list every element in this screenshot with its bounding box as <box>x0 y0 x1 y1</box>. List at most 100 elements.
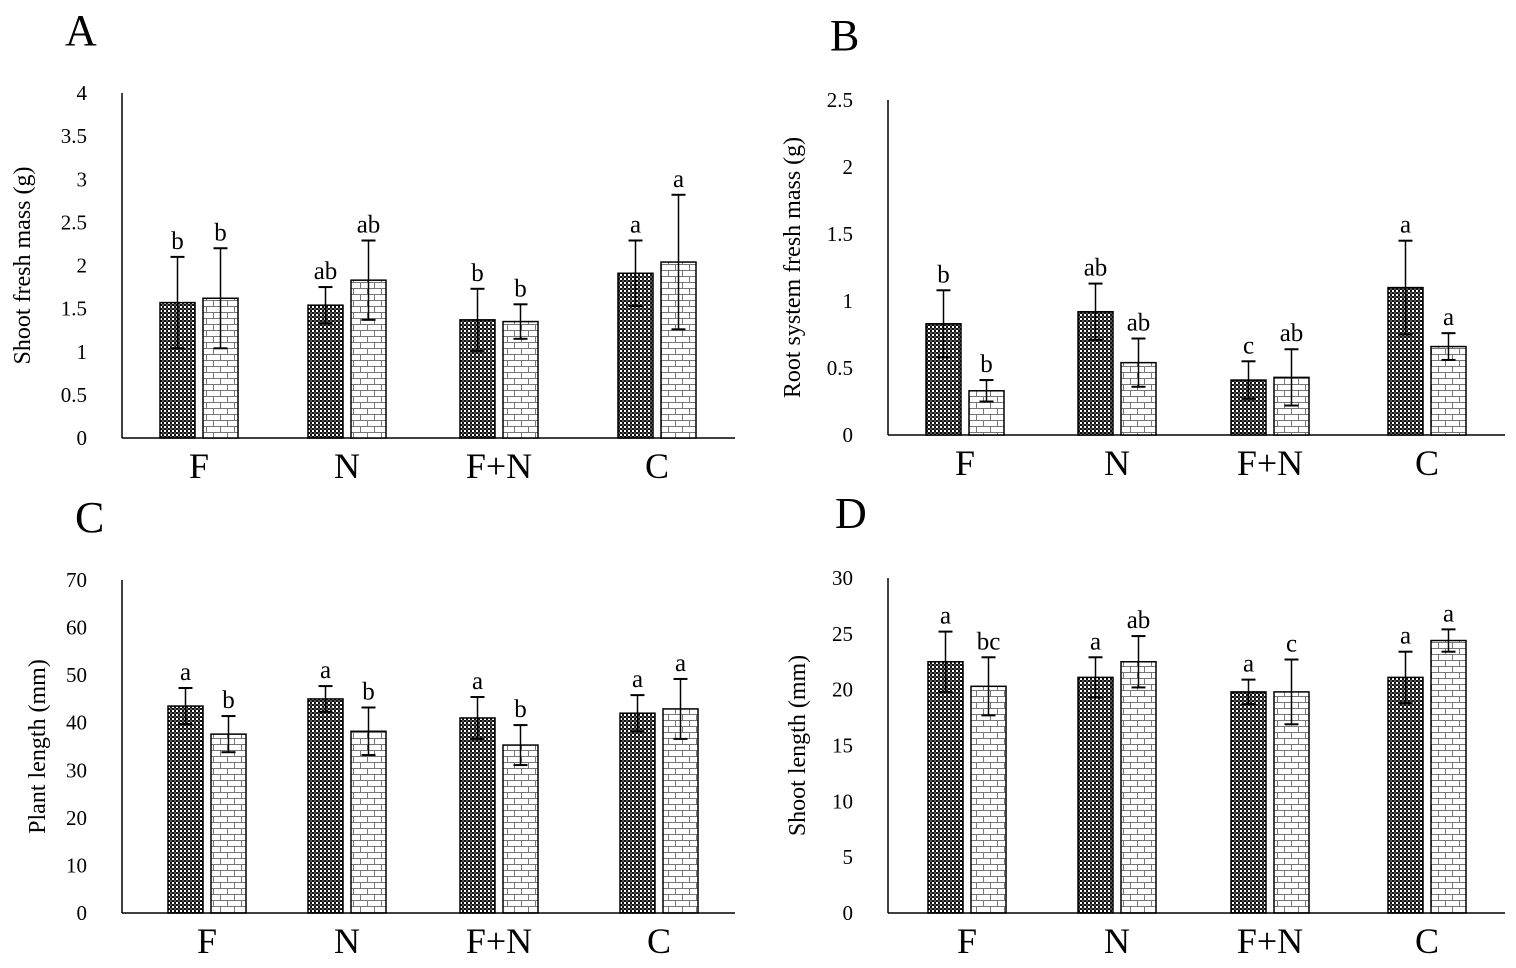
y-tick-label: 0 <box>77 426 88 450</box>
significance-letter: a <box>940 603 951 630</box>
y-tick-label: 0 <box>77 901 88 925</box>
y-tick-label: 1.5 <box>61 297 87 321</box>
significance-letter: a <box>180 659 191 686</box>
significance-letter: ab <box>1127 607 1151 634</box>
y-tick-label: 0.5 <box>61 383 87 407</box>
y-axis-label: Shoot length (mm) <box>785 655 811 836</box>
y-tick-label: 70 <box>66 568 87 592</box>
y-tick-label: 15 <box>832 734 853 758</box>
x-tick-label: F+N <box>1237 443 1303 483</box>
x-tick-label: N <box>1104 921 1130 961</box>
bar-dark <box>459 717 496 914</box>
significance-letter: a <box>320 657 331 684</box>
panel-B: B 0 0.5 1 1.5 2 2.5 Root system fresh mass (g) F… <box>780 11 1505 483</box>
y-tick-label: 10 <box>832 789 853 813</box>
significance-letter: b <box>514 696 527 723</box>
bar-light <box>970 685 1007 914</box>
y-tick-label: 40 <box>66 711 87 735</box>
significance-letter: a <box>1443 304 1454 331</box>
y-tick-label: 30 <box>66 758 87 782</box>
y-tick-label: 0 <box>843 423 854 447</box>
x-tick-label: C <box>645 446 669 486</box>
significance-letter: a <box>675 650 686 677</box>
y-tick-label: 2.5 <box>827 88 853 112</box>
significance-letter: b <box>980 351 993 378</box>
bar-dark <box>307 304 344 439</box>
bar-light <box>1273 691 1310 914</box>
bar-light <box>1120 661 1157 914</box>
x-tick-label: F <box>957 921 977 961</box>
x-tick-label: F <box>189 446 209 486</box>
significance-letter: a <box>1400 212 1411 239</box>
y-tick-label: 20 <box>832 678 853 702</box>
y-tick-label: 4 <box>77 81 88 105</box>
y-tick-label: 0.5 <box>827 356 853 380</box>
significance-letter: a <box>673 166 684 193</box>
y-tick-label: 3.5 <box>61 124 87 148</box>
bar-light <box>210 733 247 914</box>
y-tick-label: 2.5 <box>61 210 87 234</box>
panel-label: A <box>65 6 97 55</box>
significance-letter: ab <box>1084 255 1108 282</box>
bar-dark <box>1387 676 1424 914</box>
significance-letter: a <box>1400 623 1411 650</box>
bar-dark <box>927 661 964 914</box>
x-tick-label: N <box>1104 443 1130 483</box>
y-tick-label: 50 <box>66 663 87 687</box>
y-axis-label: Shoot fresh mass (g) <box>10 167 36 365</box>
significance-letter: ab <box>1127 310 1151 337</box>
x-tick-label: F <box>955 443 975 483</box>
significance-letter: b <box>471 260 484 287</box>
panel-C: C 0 10 20 30 40 50 60 70 Plant length (mm) F N F+N Ca… <box>25 493 735 961</box>
bar-light <box>502 320 539 439</box>
bar-light <box>1430 639 1467 914</box>
significance-letter: a <box>1243 651 1254 678</box>
significance-letter: bc <box>977 628 1001 655</box>
y-axis-label: Plant length (mm) <box>25 659 51 834</box>
x-tick-label: C <box>1415 443 1439 483</box>
x-tick-label: N <box>334 921 360 961</box>
bar-light <box>502 744 539 914</box>
significance-letter: ab <box>314 258 338 285</box>
y-tick-label: 20 <box>66 806 87 830</box>
y-tick-label: 25 <box>832 622 853 646</box>
significance-letter: ab <box>1280 320 1304 347</box>
bar-dark <box>307 698 344 914</box>
bar-dark <box>1077 676 1114 914</box>
bar-dark <box>167 705 204 914</box>
significance-letter: b <box>214 219 227 246</box>
y-tick-label: 1 <box>77 340 88 364</box>
panel-A: A 0 0.5 1 1.5 2 2.5 3 3.5 4 Shoot fresh mass (g) F N… <box>10 6 735 486</box>
y-tick-label: 5 <box>843 845 854 869</box>
y-axis-label: Root system fresh mass (g) <box>780 137 806 398</box>
significance-letter: b <box>937 261 950 288</box>
significance-letter: c <box>1286 631 1297 658</box>
significance-letter: b <box>362 678 375 705</box>
x-tick-label: N <box>334 446 360 486</box>
significance-letter: b <box>222 687 235 714</box>
significance-letter: a <box>1443 600 1454 627</box>
x-tick-label: C <box>647 921 671 961</box>
bar-light <box>660 261 697 439</box>
x-tick-label: F+N <box>466 446 532 486</box>
significance-letter: a <box>472 668 483 695</box>
significance-letter: c <box>1243 332 1254 359</box>
y-tick-label: 1 <box>843 289 854 313</box>
significance-letter: a <box>630 211 641 238</box>
y-tick-label: 1.5 <box>827 222 853 246</box>
x-tick-label: F+N <box>466 921 532 961</box>
panel-label: B <box>830 11 859 60</box>
x-tick-label: F+N <box>1237 921 1303 961</box>
significance-letter: a <box>632 666 643 693</box>
x-tick-label: F <box>197 921 217 961</box>
significance-letter: a <box>1090 628 1101 655</box>
y-tick-label: 0 <box>843 901 854 925</box>
y-tick-label: 2 <box>843 155 854 179</box>
panel-label: D <box>835 489 867 538</box>
significance-letter: b <box>514 275 527 302</box>
panel-label: C <box>75 493 104 542</box>
y-tick-label: 3 <box>77 167 88 191</box>
significance-letter: b <box>171 228 184 255</box>
